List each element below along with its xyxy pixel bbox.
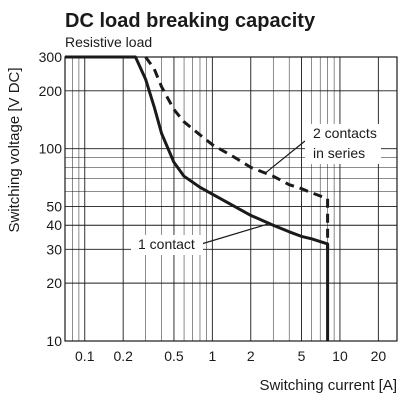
annotation-leader — [197, 222, 270, 246]
x-tick-label: 1 — [208, 348, 216, 364]
chart-subtitle: Resistive load — [65, 34, 152, 50]
y-tick-label: 300 — [39, 49, 63, 65]
x-axis-label: Switching current [A] — [259, 377, 397, 394]
series-lines — [65, 55, 330, 341]
x-axis-ticks: 0.1 0.2 0.5 1 2 5 10 20 — [75, 348, 386, 364]
annotations: 2 contacts in series 1 contact — [131, 124, 381, 255]
annotation-label: in series — [313, 145, 365, 161]
y-tick-label: 10 — [46, 333, 62, 349]
annotation-background — [305, 124, 381, 164]
x-tick-label: 0.2 — [113, 348, 133, 364]
y-tick-label: 100 — [39, 141, 63, 157]
y-tick-label: 40 — [46, 217, 62, 233]
y-axis-ticks: 10 20 30 40 50 100 200 300 — [39, 49, 63, 349]
grid — [65, 57, 397, 341]
y-axis-label: Switching voltage [V DC] — [6, 67, 23, 232]
annotation-leader — [264, 140, 306, 174]
chart-title: DC load breaking capacity — [65, 10, 316, 32]
annotation-label: 1 contact — [138, 236, 195, 252]
annotation-background — [131, 235, 203, 255]
x-tick-label: 20 — [371, 348, 387, 364]
annotation-label: 2 contacts — [313, 125, 377, 141]
series-line-one-contact — [65, 55, 330, 341]
y-tick-label: 200 — [39, 83, 63, 99]
y-tick-label: 50 — [46, 199, 62, 215]
y-tick-label: 20 — [46, 275, 62, 291]
x-tick-label: 2 — [247, 348, 255, 364]
y-tick-label: 30 — [46, 241, 62, 257]
x-tick-label: 10 — [332, 348, 348, 364]
plot-frame — [64, 56, 398, 342]
x-tick-label: 5 — [298, 348, 306, 364]
x-tick-label: 0.1 — [75, 348, 95, 364]
x-tick-label: 0.5 — [164, 348, 184, 364]
series-line-two-contacts — [144, 56, 330, 250]
